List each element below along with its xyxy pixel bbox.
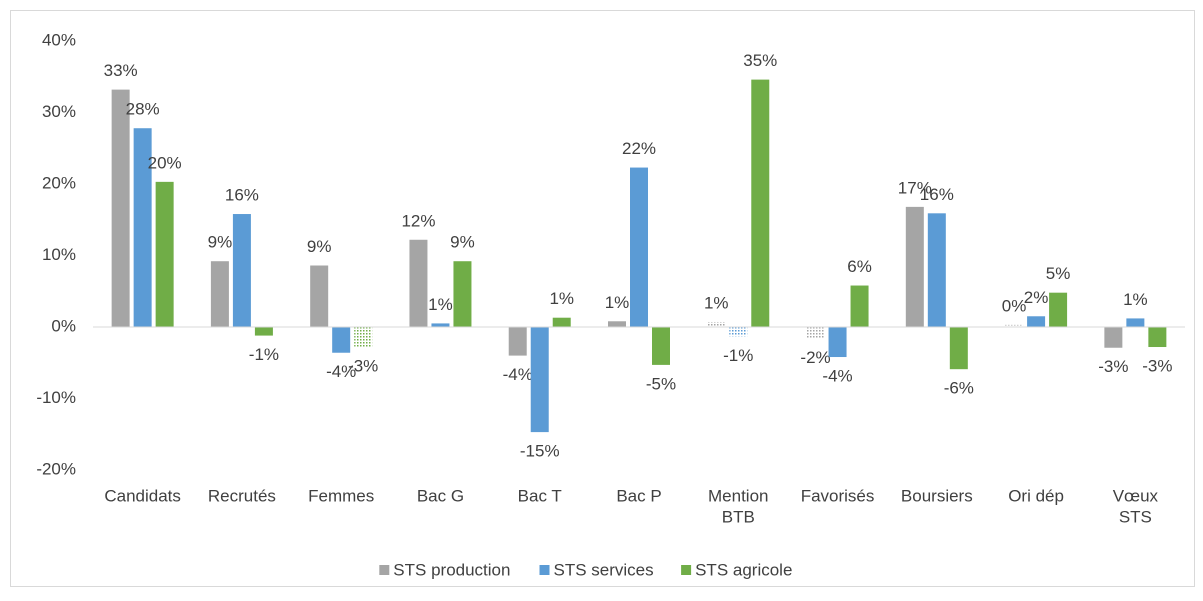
data-label: 1% bbox=[704, 293, 729, 312]
data-label: 1% bbox=[428, 295, 453, 314]
bar bbox=[806, 327, 825, 339]
bar bbox=[850, 285, 869, 327]
data-label: 16% bbox=[225, 186, 259, 205]
x-tick-label: STS bbox=[1119, 507, 1152, 526]
chart-frame bbox=[10, 10, 1195, 587]
x-tick-label: Bac T bbox=[518, 486, 562, 505]
data-label: 35% bbox=[743, 51, 777, 70]
data-label: 2% bbox=[1024, 288, 1049, 307]
x-tick-label: Recrutés bbox=[208, 486, 276, 505]
x-tick-label: Femmes bbox=[308, 486, 374, 505]
data-label: -3% bbox=[1098, 357, 1128, 376]
legend-swatch bbox=[681, 565, 692, 575]
data-label: 1% bbox=[549, 289, 574, 308]
x-tick-label: Mention bbox=[708, 486, 768, 505]
x-tick-label: Bac P bbox=[616, 486, 661, 505]
bar bbox=[1148, 327, 1167, 348]
bar bbox=[1126, 318, 1145, 327]
bar bbox=[111, 89, 130, 328]
bar bbox=[707, 321, 726, 327]
legend-label: STS agricole bbox=[695, 560, 792, 579]
data-label: -2% bbox=[800, 348, 830, 367]
bar bbox=[1005, 324, 1024, 327]
bar bbox=[133, 128, 152, 327]
data-label: 0% bbox=[1002, 296, 1027, 315]
bar bbox=[927, 213, 946, 327]
data-label: -15% bbox=[520, 442, 560, 461]
data-label: 9% bbox=[208, 233, 233, 252]
y-tick-label: 20% bbox=[42, 173, 76, 192]
bar bbox=[232, 214, 251, 327]
data-label: -3% bbox=[348, 357, 378, 376]
data-label: 1% bbox=[605, 293, 630, 312]
data-label: -6% bbox=[944, 379, 974, 398]
bar bbox=[431, 323, 450, 327]
bar bbox=[729, 327, 748, 337]
bar bbox=[332, 327, 351, 353]
data-label: 9% bbox=[307, 237, 332, 256]
data-label: 20% bbox=[148, 153, 182, 172]
x-tick-label: BTB bbox=[722, 507, 755, 526]
data-label: 12% bbox=[401, 211, 435, 230]
legend-swatch bbox=[539, 565, 550, 575]
bar bbox=[508, 327, 527, 356]
legend-swatch bbox=[379, 565, 390, 575]
data-label: -4% bbox=[503, 365, 533, 384]
y-tick-label: -10% bbox=[36, 388, 76, 407]
bar bbox=[905, 206, 924, 327]
data-label: 22% bbox=[622, 139, 656, 158]
bar bbox=[409, 239, 428, 327]
y-tick-label: 30% bbox=[42, 102, 76, 121]
y-tick-label: -20% bbox=[36, 459, 76, 478]
data-label: 5% bbox=[1046, 264, 1071, 283]
data-label: -5% bbox=[646, 374, 676, 393]
bar bbox=[828, 327, 847, 358]
bar bbox=[310, 265, 329, 327]
bar bbox=[1027, 316, 1046, 327]
bar bbox=[608, 321, 626, 327]
x-tick-label: Vœux bbox=[1113, 486, 1159, 505]
bar bbox=[630, 167, 648, 327]
bar bbox=[751, 79, 770, 327]
bar bbox=[949, 327, 968, 370]
bar bbox=[652, 327, 670, 365]
x-tick-label: Candidats bbox=[104, 486, 181, 505]
bar bbox=[1104, 327, 1123, 348]
bar bbox=[155, 181, 174, 327]
x-tick-label: Favorisés bbox=[801, 486, 875, 505]
bar bbox=[1049, 292, 1068, 327]
bar bbox=[453, 261, 472, 327]
bar bbox=[254, 327, 273, 336]
data-label: -1% bbox=[723, 346, 753, 365]
x-tick-label: Ori dép bbox=[1008, 486, 1064, 505]
y-tick-label: 0% bbox=[51, 316, 76, 335]
bar bbox=[552, 317, 571, 327]
y-tick-label: 10% bbox=[42, 245, 76, 264]
bar bbox=[210, 261, 229, 327]
data-label: -4% bbox=[822, 367, 852, 386]
legend-label: STS services bbox=[554, 560, 654, 579]
data-label: 9% bbox=[450, 233, 475, 252]
bar bbox=[530, 327, 549, 433]
legend-label: STS production bbox=[393, 560, 510, 579]
bar bbox=[354, 327, 373, 348]
data-label: 6% bbox=[847, 257, 872, 276]
data-label: 33% bbox=[104, 61, 138, 80]
data-label: -4% bbox=[326, 362, 356, 381]
data-label: -1% bbox=[249, 345, 279, 364]
data-label: -3% bbox=[1142, 357, 1172, 376]
y-tick-label: 40% bbox=[42, 30, 76, 49]
data-label: 16% bbox=[920, 185, 954, 204]
x-tick-label: Bac G bbox=[417, 486, 464, 505]
data-label: 28% bbox=[126, 100, 160, 119]
data-label: 17% bbox=[898, 178, 932, 197]
data-label: 1% bbox=[1123, 290, 1148, 309]
x-tick-label: Boursiers bbox=[901, 486, 973, 505]
